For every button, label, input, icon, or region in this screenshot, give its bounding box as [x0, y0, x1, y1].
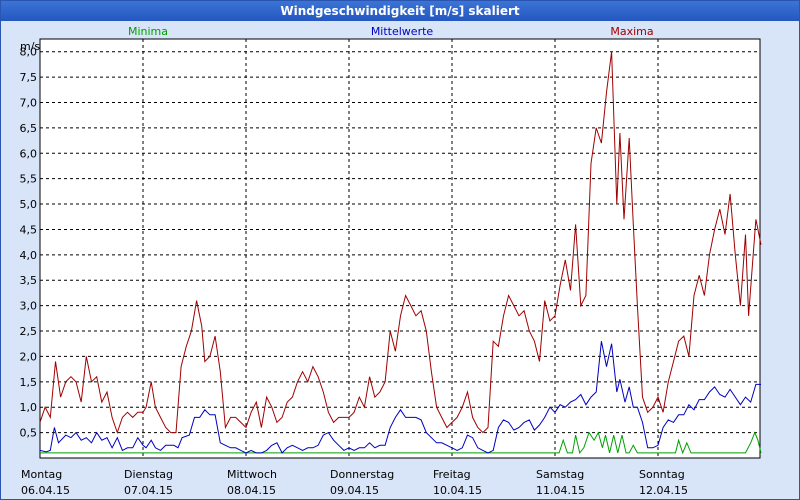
x-tick-day: Donnerstag — [330, 468, 394, 481]
x-tick-date: 11.04.15 — [536, 484, 585, 497]
legend-maxima: Maxima — [610, 25, 653, 38]
y-tick-label: 1,0 — [20, 401, 38, 414]
legend-mittelwerte: Mittelwerte — [371, 25, 434, 38]
x-tick-date: 06.04.15 — [21, 484, 70, 497]
y-tick-label: 7,5 — [20, 71, 38, 84]
y-tick-label: 1,5 — [20, 376, 38, 389]
y-tick-label: 0,5 — [20, 427, 38, 440]
x-tick-date: 07.04.15 — [124, 484, 173, 497]
y-tick-label: 5,0 — [20, 198, 38, 211]
y-tick-label: 6,0 — [20, 147, 38, 160]
y-tick-label: 7,0 — [20, 96, 38, 109]
x-tick-day: Montag — [21, 468, 62, 481]
x-tick-day: Freitag — [433, 468, 471, 481]
plot-area — [40, 39, 760, 458]
x-tick-day: Mittwoch — [227, 468, 277, 481]
x-tick-date: 08.04.15 — [227, 484, 276, 497]
window-title: Windgeschwindigkeit [m/s] skaliert — [1, 1, 799, 21]
y-tick-label: 2,0 — [20, 350, 38, 363]
x-tick-day: Samstag — [536, 468, 584, 481]
y-tick-label: 3,5 — [20, 274, 38, 287]
y-tick-label: 3,0 — [20, 300, 38, 313]
x-tick-date: 12.04.15 — [639, 484, 688, 497]
x-tick-date: 09.04.15 — [330, 484, 379, 497]
y-axis-unit: m/s — [20, 40, 40, 53]
y-tick-label: 2,5 — [20, 325, 38, 338]
plot-border — [39, 38, 761, 459]
series-line-maxima — [39, 51, 762, 435]
y-tick-label: 5,5 — [20, 173, 38, 186]
series-line-minima — [40, 431, 762, 455]
y-tick-label: 4,0 — [20, 249, 38, 262]
x-tick-day: Sonntag — [639, 468, 685, 481]
x-tick-date: 10.04.15 — [433, 484, 482, 497]
series-lines — [39, 51, 762, 455]
series-line-mittelwerte — [39, 341, 761, 454]
legend-minima: Minima — [128, 25, 168, 38]
y-tick-label: 6,5 — [20, 122, 38, 135]
y-tick-label: 8,0 — [20, 46, 38, 59]
axes: m/s 0,5 1,0 1,5 2,0 2,5 3,0 3,5 4,0 4,5 5,0 5,5 6,0 6… — [20, 38, 761, 497]
legend: Minima Mittelwerte Maxima — [128, 25, 654, 38]
y-tick-label: 4,5 — [20, 223, 38, 236]
x-tick-day: Dienstag — [124, 468, 173, 481]
